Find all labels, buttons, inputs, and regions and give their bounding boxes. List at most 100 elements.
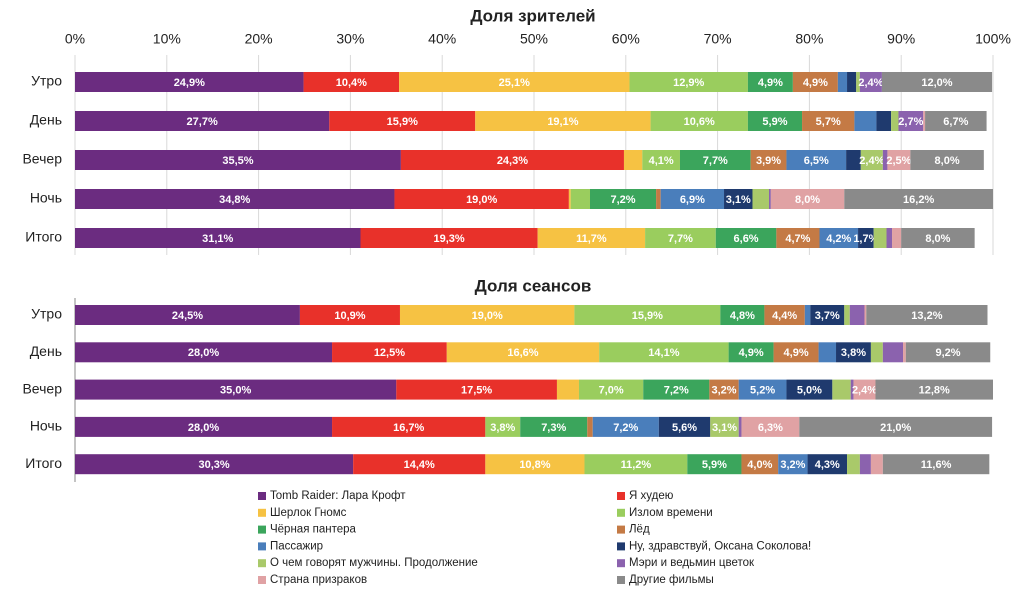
bar-segment: [864, 305, 867, 325]
value-label: 16,6%: [507, 347, 538, 359]
bar-segment: [400, 150, 624, 170]
value-label: 14,4%: [404, 459, 435, 471]
bar-segment: [870, 454, 883, 475]
bar-segment: [642, 150, 680, 170]
value-label: 16,7%: [393, 422, 424, 434]
bar-segment: [836, 342, 871, 363]
bar-segment: [75, 228, 361, 248]
value-label: 30,3%: [198, 459, 229, 471]
bar-segment: [75, 150, 401, 170]
value-label: 13,2%: [911, 310, 942, 322]
value-label: 31,1%: [202, 233, 233, 245]
value-label: 10,4%: [336, 77, 367, 89]
value-label: 6,6%: [734, 233, 759, 245]
value-label: 7,3%: [541, 422, 566, 434]
bar-segment: [858, 228, 874, 248]
bar-segment: [853, 379, 876, 400]
value-label: 11,6%: [921, 459, 952, 471]
value-label: 11,2%: [621, 459, 652, 471]
bar-segment: [776, 228, 820, 248]
bar-segment: [764, 305, 805, 325]
value-label: 4,7%: [785, 233, 810, 245]
value-label: 7,2%: [613, 422, 638, 434]
bar-segment: [925, 111, 987, 131]
category-label: Ночь: [30, 418, 62, 434]
value-label: 21,0%: [880, 422, 911, 434]
bar-segment: [905, 342, 991, 363]
value-label: 19,0%: [472, 310, 503, 322]
bar-segment: [891, 111, 899, 131]
bar-segment: [882, 150, 888, 170]
value-label: 6,9%: [680, 194, 705, 206]
value-label: 3,1%: [726, 194, 751, 206]
value-label: 7,2%: [664, 385, 689, 397]
bar-segment: [75, 416, 333, 437]
value-label: 24,5%: [172, 310, 203, 322]
value-label: 8,0%: [795, 194, 820, 206]
bar-segment: [837, 72, 848, 92]
value-label: 12,8%: [919, 385, 950, 397]
bar-segment: [741, 416, 800, 437]
bar-segment: [658, 416, 711, 437]
value-label: 24,3%: [497, 155, 528, 167]
value-label: 4,8%: [730, 310, 755, 322]
bar-segment: [75, 189, 395, 209]
value-label: 12,5%: [374, 347, 405, 359]
legend-swatch: [617, 492, 625, 500]
bar-segment: [859, 72, 882, 92]
value-label: 2,4%: [859, 155, 884, 167]
bar-segment: [568, 189, 571, 209]
bar-segment: [849, 305, 865, 325]
legend-swatch: [617, 508, 625, 517]
legend-swatch: [258, 492, 266, 500]
bar-segment: [887, 150, 911, 170]
value-label: 19,3%: [433, 233, 464, 245]
bar-segment: [778, 454, 808, 475]
x-tick-label: 10%: [153, 31, 181, 47]
category-label: День: [30, 112, 62, 128]
value-label: 9,2%: [935, 347, 960, 359]
x-tick-label: 40%: [428, 31, 456, 47]
chart-title: Доля сеансов: [475, 276, 592, 295]
bar-segment: [556, 379, 579, 400]
value-label: 5,9%: [702, 459, 727, 471]
value-label: 5,2%: [750, 385, 775, 397]
bar-segment: [882, 454, 990, 475]
legend-label: Ну, здравствуй, Оксана Соколова!: [629, 540, 811, 552]
value-label: 5,9%: [762, 116, 787, 128]
value-label: 6,5%: [804, 155, 829, 167]
value-label: 11,7%: [576, 233, 607, 245]
bar-segment: [629, 72, 748, 92]
bar-segment: [747, 111, 803, 131]
legend-label: Я худею: [629, 490, 674, 502]
value-label: 4,3%: [815, 459, 840, 471]
value-label: 12,9%: [673, 77, 704, 89]
value-label: 17,5%: [461, 385, 492, 397]
bar-segment: [75, 72, 304, 92]
bar-segment: [299, 305, 400, 325]
category-label: Утро: [31, 73, 62, 89]
bar-segment: [860, 150, 883, 170]
bar-segment: [769, 189, 771, 209]
legend-label: Чёрная пантера: [270, 524, 357, 536]
bar-segment: [901, 228, 975, 248]
bar-segment: [570, 189, 590, 209]
bar-segment: [75, 342, 333, 363]
value-label: 10,9%: [334, 310, 365, 322]
category-label: День: [30, 343, 62, 359]
category-label: Вечер: [22, 151, 62, 167]
value-label: 5,6%: [672, 422, 697, 434]
legend-label: Лёд: [629, 524, 650, 536]
bar-segment: [643, 379, 710, 400]
bar-segment: [807, 454, 848, 475]
value-label: 5,0%: [797, 385, 822, 397]
chart-title: Доля зрителей: [470, 6, 595, 25]
bar-segment: [475, 111, 651, 131]
bar-segment: [656, 189, 661, 209]
bar-segment: [870, 342, 883, 363]
value-label: 4,2%: [826, 233, 851, 245]
bar-segment: [485, 416, 521, 437]
bar-segment: [329, 111, 476, 131]
value-label: 6,7%: [943, 116, 968, 128]
